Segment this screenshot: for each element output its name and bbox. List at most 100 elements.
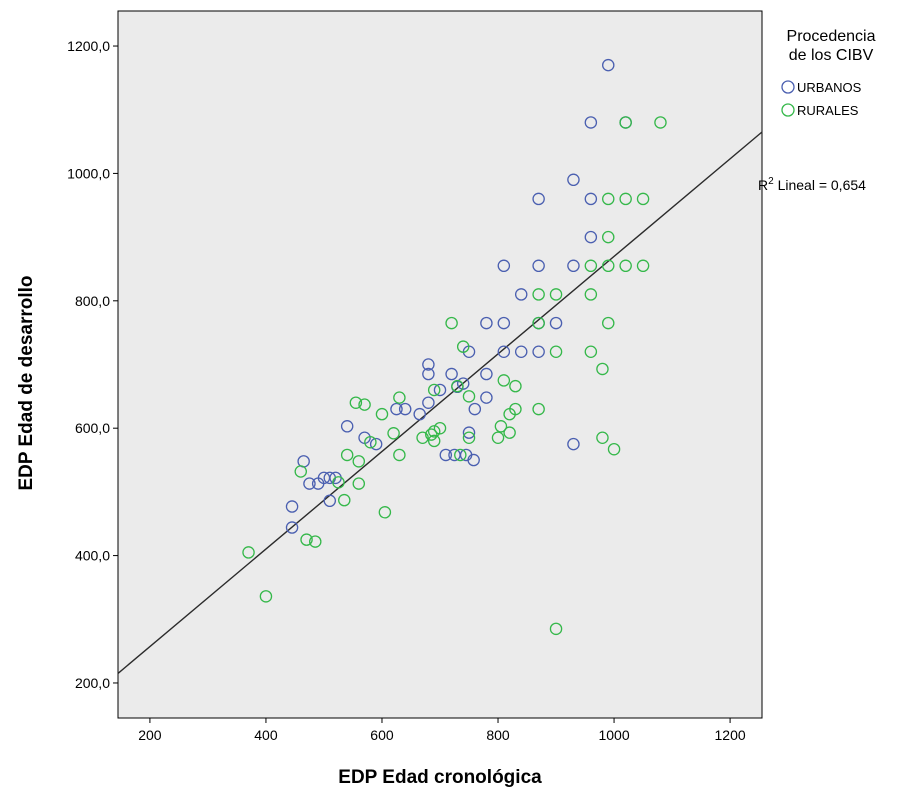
x-axis: 200 400 600 800 1000 1200 (138, 718, 746, 743)
data-point-rurales (393, 391, 406, 404)
data-point-rurales (387, 427, 400, 440)
data-point-rurales (596, 362, 609, 376)
r2-label-rest: Lineal = 0,654 (774, 177, 866, 193)
data-point-rurales (509, 402, 522, 416)
y-tick-label: 600,0 (75, 420, 110, 436)
data-point-urbanos (323, 494, 337, 508)
data-point-rurales (427, 425, 441, 438)
data-point-urbanos (422, 358, 435, 371)
plot-area (117, 10, 763, 719)
y-axis: 200,0 400,0 600,0 800,0 1000,0 1200,0 (67, 38, 118, 691)
data-point-rurales (462, 390, 476, 403)
y-tick-label: 1000,0 (67, 165, 110, 181)
data-point-rurales (509, 379, 522, 393)
data-point-urbanos (602, 58, 615, 72)
legend-marker-urbanos (781, 80, 795, 94)
data-point-rurales (602, 230, 615, 244)
data-point-urbanos (445, 367, 458, 381)
data-point-urbanos (398, 402, 412, 416)
data-point-rurales (636, 259, 650, 273)
fit-line-r2-label: R2 Lineal = 0,654 (758, 176, 866, 193)
data-point-urbanos (285, 500, 299, 513)
y-axis-title: EDP Edad de desarrollo (16, 275, 37, 490)
data-point-rurales (532, 288, 545, 301)
data-point-rurales (549, 622, 563, 636)
data-point-urbanos (422, 396, 435, 409)
y-tick-label: 800,0 (75, 293, 110, 309)
series-rurales (242, 116, 667, 636)
y-tick-label: 200,0 (75, 675, 110, 691)
data-point-urbanos (468, 402, 482, 416)
data-point-urbanos (439, 448, 453, 462)
data-point-rurales (549, 345, 563, 359)
data-point-rurales (332, 476, 345, 489)
data-point-urbanos (532, 259, 545, 273)
data-point-urbanos (497, 345, 511, 359)
data-point-rurales (619, 192, 632, 206)
data-point-rurales (340, 448, 354, 462)
data-point-urbanos (532, 192, 545, 206)
data-point-urbanos (549, 316, 563, 330)
data-point-urbanos (480, 316, 493, 330)
data-point-rurales (364, 435, 377, 449)
data-point-rurales (433, 421, 447, 435)
data-point-rurales (596, 431, 609, 444)
data-point-rurales (619, 116, 632, 129)
legend-label-rurales: RURALES (797, 103, 859, 118)
data-point-rurales (654, 116, 667, 129)
series-urbanos (285, 58, 632, 534)
data-point-rurales (445, 316, 458, 330)
data-point-rurales (462, 431, 476, 444)
data-point-rurales (584, 288, 598, 301)
x-tick-label: 800 (486, 727, 510, 743)
fit-line (117, 131, 763, 674)
data-point-rurales (584, 259, 598, 273)
data-point-rurales (497, 374, 511, 387)
legend: Procedencia de los CIBV URBANOS RURALES (781, 28, 876, 118)
data-point-rurales (427, 434, 441, 448)
x-tick-label: 200 (138, 727, 162, 743)
data-point-urbanos (584, 192, 598, 206)
data-point-urbanos (480, 367, 493, 381)
data-point-urbanos (567, 259, 580, 273)
data-point-urbanos (584, 116, 598, 129)
data-point-urbanos (497, 316, 511, 330)
data-point-rurales (427, 383, 441, 397)
data-point-rurales (503, 426, 516, 439)
data-point-rurales (454, 448, 467, 462)
data-point-rurales (602, 316, 615, 330)
data-point-rurales (584, 345, 598, 359)
data-point-urbanos (413, 407, 426, 421)
data-point-urbanos (456, 377, 470, 390)
data-point-rurales (607, 442, 621, 456)
data-point-urbanos (369, 437, 383, 451)
x-tick-label: 1000 (598, 727, 629, 743)
legend-title-line1: Procedencia (787, 28, 876, 45)
data-point-rurales (602, 259, 615, 273)
data-point-rurales (425, 428, 438, 441)
legend-marker-rurales (781, 103, 795, 117)
data-point-rurales (242, 546, 255, 559)
data-point-rurales (491, 431, 505, 444)
data-point-rurales (378, 506, 392, 519)
r2-label-superscript: 2 (768, 176, 774, 187)
x-tick-label: 400 (254, 727, 278, 743)
data-point-rurales (494, 420, 508, 433)
data-point-urbanos (532, 345, 545, 359)
data-point-urbanos (567, 173, 580, 187)
data-point-rurales (456, 340, 470, 353)
data-point-rurales (259, 590, 273, 603)
data-point-urbanos (480, 391, 493, 404)
data-point-rurales (532, 402, 545, 416)
r2-label-r: R (758, 177, 768, 193)
data-point-rurales (338, 493, 351, 507)
data-point-urbanos (303, 477, 316, 490)
points-layer (242, 58, 667, 636)
data-point-rurales (300, 533, 313, 546)
data-point-urbanos (514, 345, 528, 359)
data-point-rurales (549, 288, 563, 301)
data-point-rurales (294, 465, 308, 478)
data-point-urbanos (462, 426, 476, 439)
data-point-urbanos (285, 521, 299, 534)
data-point-urbanos (584, 230, 598, 244)
